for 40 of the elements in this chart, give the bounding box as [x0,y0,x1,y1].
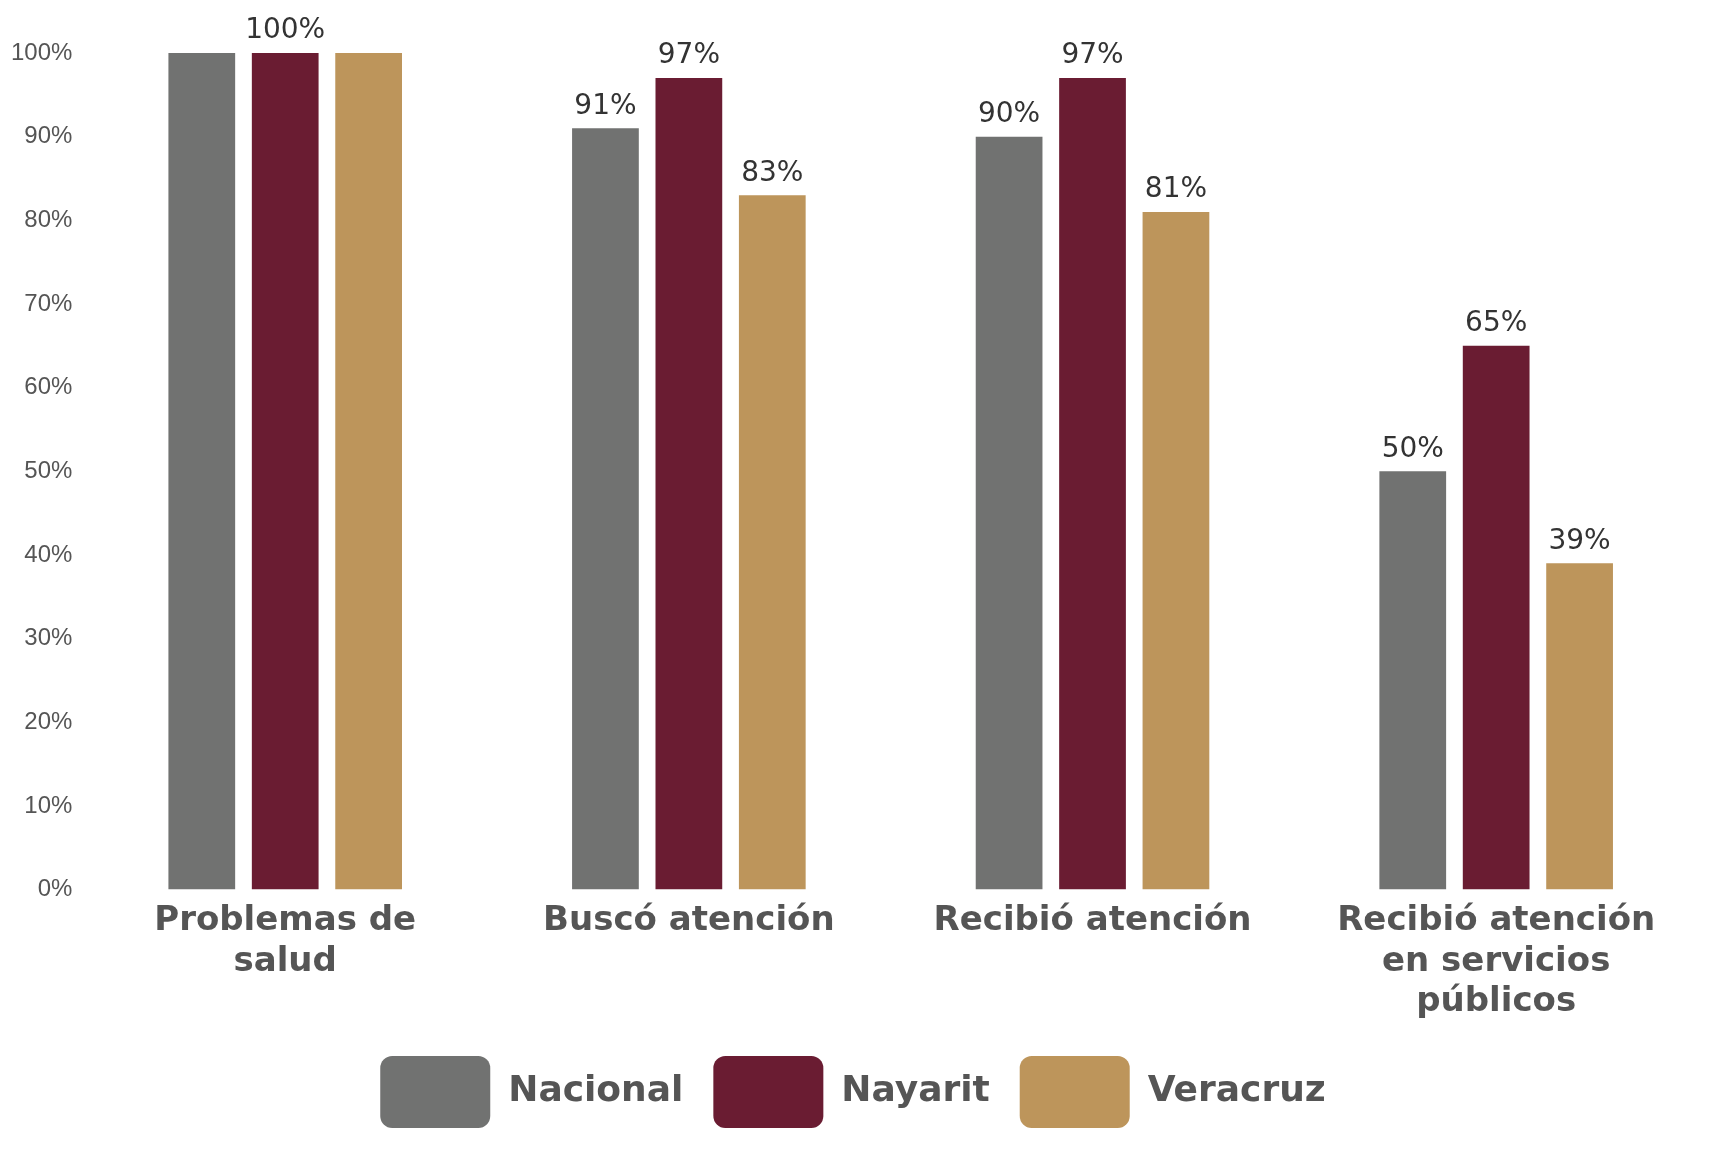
data-label: 100% [245,12,326,46]
x-tick-label: Recibió atención en servicios públicos [1337,897,1656,1020]
bar [572,128,639,890]
bar [335,53,402,890]
data-label: 90% [977,95,1041,129]
y-tick-label: 90% [24,121,73,149]
bar [975,136,1043,890]
legend-label: Nacional [508,1068,684,1110]
data-label: 50% [1381,430,1444,464]
bar [1462,345,1530,890]
x-tick-label: Buscó atención [543,897,835,938]
data-label: 97% [657,37,720,71]
data-label: 39% [1548,522,1611,556]
data-label: 91% [574,87,637,121]
y-tick-label: 100% [10,37,73,65]
y-tick-label: 10% [24,790,73,818]
data-label: 65% [1465,305,1528,339]
y-tick-label: 50% [24,455,73,483]
bar [1142,211,1210,890]
y-tick-label: 20% [24,706,73,734]
bar [1546,563,1613,890]
x-tick-label: Recibió atención [933,897,1252,938]
y-tick-label: 0% [37,874,73,902]
y-tick-label: 40% [24,539,73,567]
bar [1379,471,1447,890]
y-tick-label: 80% [24,204,73,232]
bar [1059,78,1126,890]
y-tick-label: 60% [24,372,73,400]
bar [168,53,236,890]
data-label: 83% [741,154,804,188]
bar [738,195,806,890]
bar [251,53,319,890]
bar [655,78,723,890]
data-label: 81% [1144,171,1208,205]
data-label: 97% [1061,37,1124,71]
legend-label: Nayarit [841,1068,990,1110]
y-tick-label: 70% [24,288,73,316]
y-tick-label: 30% [24,623,73,651]
x-tick-label: Problemas de salud [154,897,417,979]
legend-label: Veracruz [1147,1068,1326,1110]
